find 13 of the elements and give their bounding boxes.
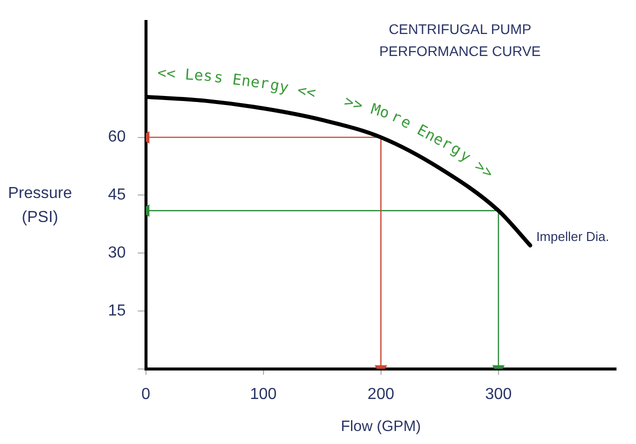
text: CENTRIFUGAL PUMP PERFORMANCE CURVE: [378, 20, 542, 61]
x-tick-label: 200: [368, 386, 394, 403]
y-tick-label: 15: [108, 302, 126, 320]
y-tick-label: 60: [108, 128, 126, 146]
text: << Less Energy << >> More Energy >>: [156, 64, 497, 182]
y-tick-label: 30: [108, 244, 126, 262]
annotation: Impeller Dia.: [536, 228, 610, 244]
y-tick-label: 45: [108, 186, 126, 204]
x-tick-label: 100: [250, 386, 277, 403]
x-axis-title: Flow (GPM): [340, 418, 421, 436]
y-axis-title: Pressure (PSI): [6, 184, 74, 228]
x-tick-label: 300: [485, 386, 512, 403]
x-tick-label: 0: [141, 386, 150, 403]
